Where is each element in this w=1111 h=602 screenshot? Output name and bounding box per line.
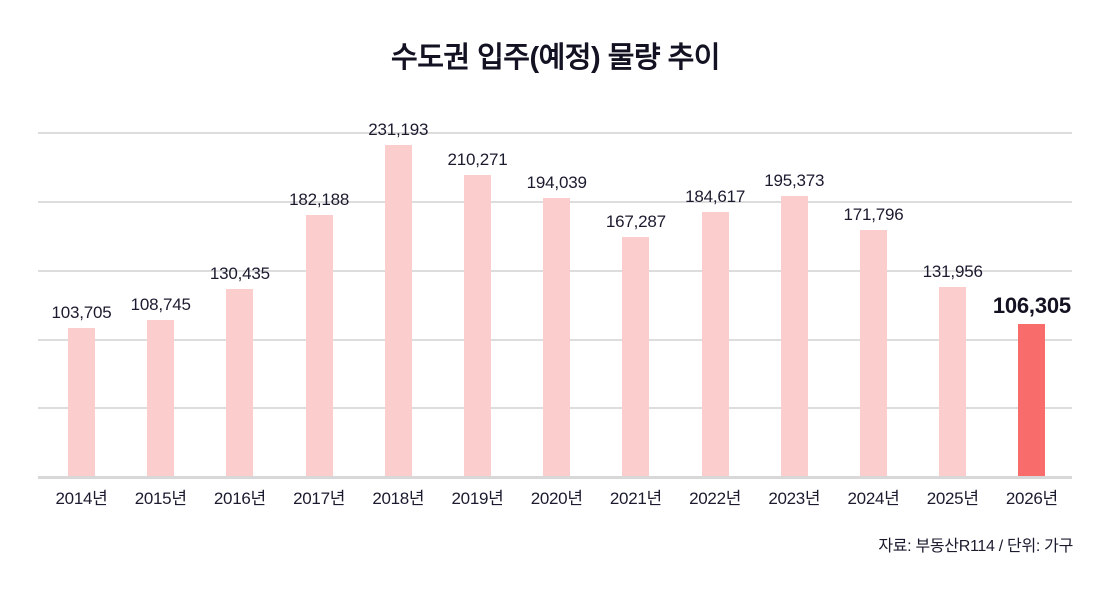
x-axis-tick-label: 2016년 <box>213 489 266 508</box>
bar[interactable] <box>939 287 967 476</box>
gridline <box>38 132 1072 135</box>
bar-value-label: 106,305 <box>992 292 1071 318</box>
bar-value-label: 108,745 <box>130 295 191 315</box>
x-axis-tick-label: 2020년 <box>530 489 583 508</box>
x-axis-tick-label: 2024년 <box>847 489 900 508</box>
bar[interactable] <box>384 145 412 476</box>
bar[interactable] <box>305 215 333 476</box>
plot-area: 103,705 108,745 130,435 182,188 231,193 210,2… <box>38 120 1072 479</box>
bar-value-label: 184,617 <box>685 186 746 206</box>
bar-value-label: 171,796 <box>843 205 904 225</box>
bar[interactable] <box>68 327 95 476</box>
bar[interactable] <box>622 236 650 476</box>
bar-value-label: 131,956 <box>922 262 983 282</box>
x-axis-tick-label: 2026년 <box>1005 489 1058 508</box>
bar-value-label: 167,287 <box>605 211 666 231</box>
bar-highlighted[interactable] <box>1018 323 1046 476</box>
bar[interactable] <box>780 196 808 476</box>
x-axis-tick-label: 2018년 <box>372 489 425 508</box>
chart-title: 수도권 입주(예정) 물량 추이 <box>391 42 720 74</box>
bar-value-label: 182,188 <box>289 190 350 210</box>
bar[interactable] <box>701 211 729 476</box>
axis-baseline <box>38 476 1072 479</box>
x-axis-tick-label: 2017년 <box>293 489 346 508</box>
bars-layer <box>38 121 1072 476</box>
bar-value-label: 195,373 <box>764 171 825 191</box>
x-axis-tick-label: 2022년 <box>689 489 742 508</box>
bar[interactable] <box>147 320 175 476</box>
bar[interactable] <box>464 175 491 476</box>
bar-value-label: 130,435 <box>209 264 270 284</box>
bar[interactable] <box>226 289 254 476</box>
x-axis-labels: 2014년 2015년 2016년 2017년 2018년 2019년 2020년 2021년… <box>38 484 1072 512</box>
bar-value-label: 210,271 <box>447 150 508 169</box>
source-note: 자료: 부동산R114 / 단위: 가구 <box>878 538 1073 555</box>
x-axis-tick-label: 2019년 <box>451 489 504 508</box>
bar[interactable] <box>543 198 571 476</box>
x-axis-tick-label: 2023년 <box>768 489 821 508</box>
x-axis-tick-label: 2015년 <box>134 489 187 508</box>
x-axis-tick-label: 2025년 <box>926 489 979 508</box>
bar[interactable] <box>860 230 887 476</box>
bar-value-label: 103,705 <box>51 302 112 322</box>
x-axis-tick-label: 2014년 <box>55 489 108 508</box>
x-axis-tick-label: 2021년 <box>609 489 662 508</box>
bar-value-label: 231,193 <box>368 120 429 140</box>
bar-value-label: 194,039 <box>526 173 587 193</box>
